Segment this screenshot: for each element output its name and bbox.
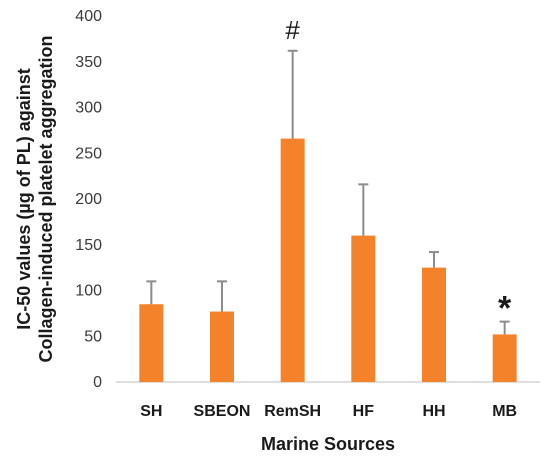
y-tick-label: 350 [75, 54, 102, 71]
x-tick-label: HF [353, 403, 375, 420]
x-tick-label: RemSH [264, 403, 321, 420]
y-tick-label: 50 [84, 328, 102, 345]
y-tick-label: 100 [75, 283, 102, 300]
y-tick-label: 300 [75, 100, 102, 117]
bars [139, 49, 517, 382]
annotations: #* [285, 15, 512, 328]
x-axis-title: Marine Sources [261, 434, 395, 454]
bar-hh [422, 267, 446, 382]
x-tick-label: HH [422, 403, 445, 420]
y-tick-label: 400 [75, 8, 102, 25]
y-axis-ticks: 0 50 100 150 200 250 300 350 400 [75, 8, 102, 391]
y-tick-label: 250 [75, 145, 102, 162]
y-axis-title: IC-50 values (µg of PL) against Collagen… [14, 35, 56, 362]
bar-sh [139, 304, 164, 382]
y-tick-label: 0 [93, 374, 102, 391]
annotation-remsh: # [285, 15, 300, 45]
y-axis-title-line2: Collagen-induced platelet aggregation [36, 35, 56, 362]
bar-mb [492, 334, 517, 382]
x-tick-label: SH [140, 403, 162, 420]
x-tick-label: SBEON [194, 403, 251, 420]
bar-remsh [280, 138, 305, 382]
y-tick-label: 150 [75, 237, 102, 254]
annotation-mb: * [498, 290, 512, 328]
bar-hf [351, 235, 376, 382]
y-axis-title-line1: IC-50 values (µg of PL) against [14, 68, 34, 329]
x-axis-categories: SH SBEON RemSH HF HH MB [140, 403, 517, 420]
y-tick-label: 200 [75, 191, 102, 208]
bar-sbeon [210, 311, 234, 382]
x-tick-label: MB [492, 403, 517, 420]
